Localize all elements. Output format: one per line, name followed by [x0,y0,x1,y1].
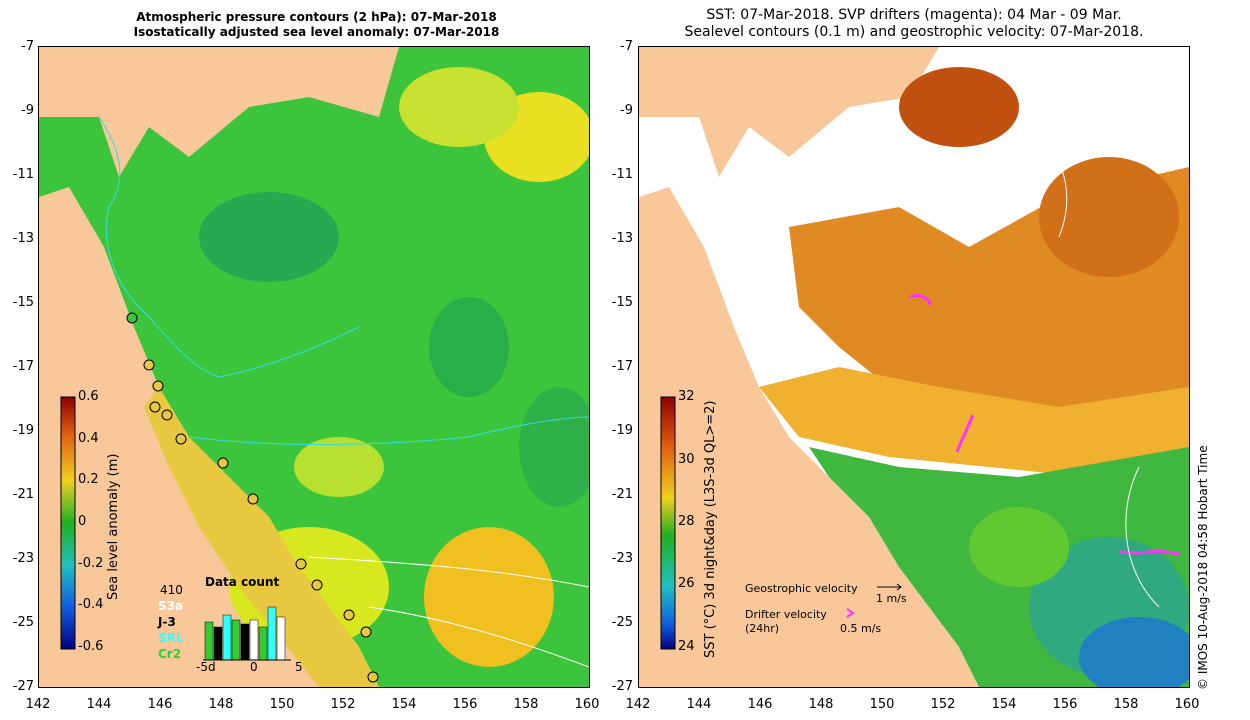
lon-tick: 142 [625,697,651,712]
lat-tick: -27 [12,679,34,694]
lat-tick: -17 [12,359,34,374]
lat-tick: -7 [21,39,34,54]
sla-tick: -0.2 [78,556,104,571]
lon-tick: 156 [1052,697,1078,712]
lon-tick: 142 [25,697,51,712]
data-count-tick: 5 [295,660,303,674]
lon-tick: 150 [869,697,895,712]
lat-tick: -15 [611,295,633,310]
drifter-label: Drifter velocity [745,608,827,621]
mission-label: SRL [158,631,184,645]
sla-tick: 0.4 [78,431,99,446]
lat-tick: -25 [611,615,633,630]
mission-label: Cr2 [158,647,182,661]
lon-tick: 152 [330,697,356,712]
lat-tick: -19 [12,423,34,438]
lat-tick: -23 [12,551,34,566]
lon-tick: 148 [208,697,234,712]
lon-tick: 158 [513,697,539,712]
lat-tick: -7 [620,39,633,54]
lon-tick: 160 [1174,697,1200,712]
sst-tick: 28 [678,514,695,529]
sea-level-anomaly-map [38,46,590,688]
geostrophic-label: Geostrophic velocity [745,582,858,595]
sla-tick: 0.6 [78,389,99,404]
left-title-line2: Isostatically adjusted sea level anomaly… [133,25,500,39]
sla-tick: -0.6 [78,639,104,654]
altimeter-points [126,312,379,683]
lat-tick: -11 [611,167,633,182]
drifter-scale: 0.5 m/s [840,622,882,635]
lat-tick: -17 [611,359,633,374]
lon-tick: 152 [930,697,956,712]
right-map-title: SST: 07-Mar-2018. SVP drifters (magenta)… [638,7,1190,41]
lon-tick: 144 [86,697,112,712]
lat-tick: -15 [12,295,34,310]
sst-tick: 32 [678,389,695,404]
data-count-tick: -5d [196,660,216,674]
sst-colorbar-label: SST (°C) 3d night&day (L3S-3d QL>=2) [703,400,718,659]
drifter-track [908,293,933,306]
lat-tick: -9 [21,103,34,118]
left-map-title: Atmospheric pressure contours (2 hPa): 0… [38,10,595,40]
data-count-total: 410 [160,583,183,597]
lat-tick: -21 [12,487,34,502]
lon-tick: 160 [574,697,600,712]
lon-tick: 150 [269,697,295,712]
sst-map-canvas [639,47,1189,687]
lat-tick: -23 [611,551,633,566]
lon-tick: 154 [991,697,1017,712]
sla-tick: 0 [78,514,87,529]
sea-level-map-canvas [39,47,589,687]
mission-label: J-3 [158,615,176,629]
left-title-line1: Atmospheric pressure contours (2 hPa): 0… [136,10,497,24]
sla-colorbar [60,396,76,650]
lat-tick: -25 [12,615,34,630]
data-count-tick: 0 [250,660,258,674]
sst-tick: 30 [678,452,695,467]
drifter-sub-label: (24hr) [745,622,780,635]
geostrophic-scale: 1 m/s [876,592,907,605]
lon-tick: 158 [1113,697,1139,712]
right-title-line1: SST: 07-Mar-2018. SVP drifters (magenta)… [706,7,1122,23]
mission-label: S3a [158,599,184,613]
sla-tick: 0.2 [78,472,99,487]
lat-tick: -13 [611,231,633,246]
lat-tick: -19 [611,423,633,438]
lon-tick: 156 [452,697,478,712]
lat-tick: -11 [12,167,34,182]
sla-tick: -0.4 [78,597,104,612]
lon-tick: 148 [808,697,834,712]
lon-tick: 154 [391,697,417,712]
sst-tick: 26 [678,576,695,591]
credit-text: © IMOS 10-Aug-2018 04:58 Hobart Time [1196,445,1210,690]
data-count-histogram [203,606,291,661]
lat-tick: -21 [611,487,633,502]
lon-tick: 146 [747,697,773,712]
data-count-title: Data count [205,575,280,589]
drifter-track [955,414,975,453]
lat-tick: -9 [620,103,633,118]
lat-tick: -13 [12,231,34,246]
drifter-scale-arrow [846,608,855,618]
sla-colorbar-label: Sea level anomaly (m) [106,453,121,600]
lat-tick: -27 [611,679,633,694]
sst-colorbar [660,396,676,650]
sst-map [638,46,1190,688]
sst-tick: 24 [678,639,695,654]
lon-tick: 146 [147,697,173,712]
right-title-line2: Sealevel contours (0.1 m) and geostrophi… [684,24,1144,40]
lon-tick: 144 [686,697,712,712]
